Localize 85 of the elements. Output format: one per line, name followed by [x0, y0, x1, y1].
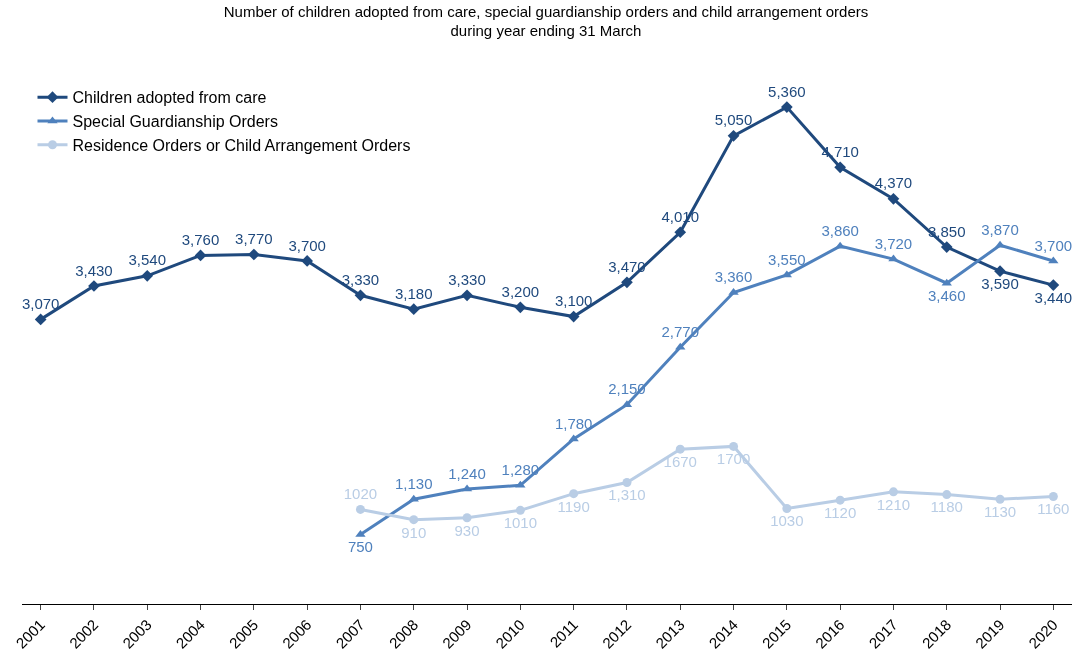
point — [675, 444, 685, 454]
data-label: 3,760 — [181, 231, 220, 249]
data-label: 750 — [347, 538, 373, 556]
point — [994, 265, 1006, 278]
point — [674, 226, 687, 239]
data-label: 3,460 — [927, 287, 966, 305]
point — [354, 289, 367, 302]
data-label: 3,860 — [821, 221, 859, 239]
data-label: 3,700 — [1034, 236, 1073, 254]
point — [569, 489, 579, 499]
data-label: 1190 — [557, 497, 590, 515]
data-label: 910 — [401, 523, 427, 541]
data-label: 5,050 — [714, 111, 753, 129]
point — [995, 494, 1005, 504]
data-label: 1,780 — [554, 414, 593, 432]
point — [887, 193, 900, 205]
point — [409, 515, 419, 525]
point — [141, 269, 154, 282]
point — [888, 487, 898, 497]
point — [514, 301, 527, 314]
data-label: 3,850 — [927, 222, 966, 240]
point — [729, 441, 739, 451]
point — [34, 313, 47, 326]
data-label: 3,330 — [448, 270, 486, 288]
data-label: 3,070 — [21, 295, 60, 313]
data-label: 3,200 — [501, 282, 540, 300]
data-label: 3,550 — [768, 250, 806, 268]
data-label: 3,330 — [341, 270, 380, 288]
legend-label: Special Guardianship Orders — [72, 113, 278, 131]
chart-title: Number of children adopted from care, special guardianship orders and child arrangement orders during year ending 31 March — [223, 2, 869, 40]
point — [621, 276, 633, 289]
data-label: 3,430 — [75, 261, 113, 279]
point — [515, 505, 525, 515]
data-label: 1670 — [663, 453, 697, 471]
data-label: 3,470 — [608, 257, 646, 275]
point — [1047, 279, 1060, 291]
data-label: 1,130 — [394, 474, 433, 492]
data-label: 3,770 — [235, 230, 273, 248]
point — [355, 504, 365, 514]
data-label: 1180 — [930, 498, 963, 516]
data-label: 3,360 — [714, 268, 753, 286]
data-label: 3,180 — [394, 284, 433, 302]
point — [515, 480, 526, 488]
point — [461, 289, 473, 302]
data-label: 1030 — [770, 512, 804, 530]
data-label: 3,720 — [874, 234, 913, 252]
data-label: 1,280 — [501, 460, 540, 478]
point — [940, 241, 953, 253]
point — [1048, 256, 1059, 264]
data-label: 3,700 — [288, 236, 326, 254]
legend-label: Children adopted from care — [72, 89, 267, 107]
data-label: 930 — [454, 521, 480, 539]
data-label: 1130 — [983, 503, 1017, 521]
point — [194, 249, 207, 262]
data-label: 1010 — [503, 514, 538, 532]
point — [782, 504, 792, 514]
point — [781, 101, 793, 113]
data-label: 5,360 — [768, 82, 806, 100]
data-label: 1,240 — [448, 464, 486, 482]
point — [407, 303, 420, 316]
data-label: 1120 — [824, 504, 857, 522]
data-label: 3,590 — [981, 275, 1019, 293]
legend-label: Residence Orders or Child Arrangement Orders — [72, 137, 411, 155]
point — [835, 495, 845, 505]
data-label: 1210 — [876, 495, 911, 513]
data-label: 3,540 — [128, 251, 167, 269]
data-label: 3,440 — [1034, 288, 1073, 306]
data-label: 3,100 — [554, 292, 593, 310]
data-label: 4,370 — [874, 174, 913, 192]
point — [301, 255, 313, 267]
point — [728, 287, 739, 295]
point — [622, 478, 632, 488]
point — [567, 310, 580, 323]
point — [727, 129, 740, 142]
data-label: 1,310 — [608, 486, 646, 504]
point — [355, 529, 366, 537]
point — [942, 490, 952, 500]
point — [462, 513, 472, 523]
data-label: 3,870 — [981, 220, 1019, 238]
point — [834, 161, 846, 174]
point — [568, 434, 579, 442]
data-label: 1160 — [1037, 500, 1070, 518]
point — [248, 248, 260, 261]
data-label: 1020 — [343, 485, 378, 503]
point — [1048, 491, 1058, 501]
